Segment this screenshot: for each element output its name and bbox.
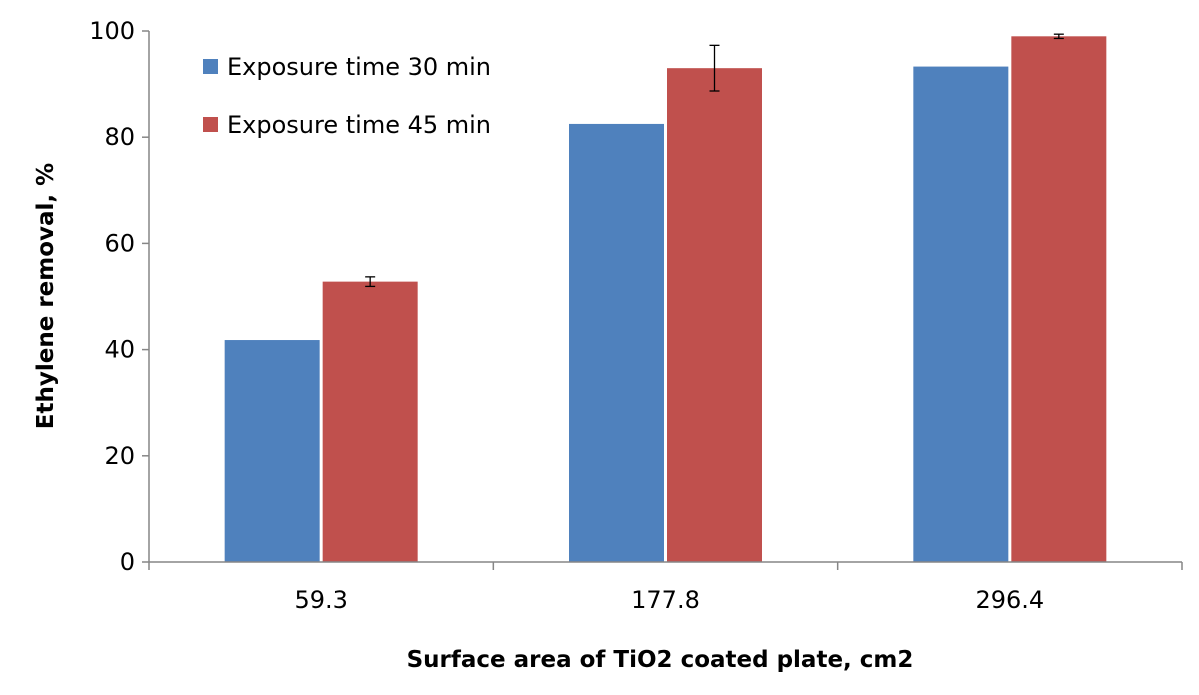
y-tick-label: 40 <box>104 336 135 364</box>
x-tick-label: 177.8 <box>631 586 700 614</box>
y-axis-title: Ethylene removal, % <box>33 163 59 429</box>
y-tick-label: 20 <box>104 442 135 470</box>
x-tick-label: 59.3 <box>294 586 347 614</box>
legend-swatch <box>203 59 218 74</box>
y-tick-label: 60 <box>104 229 135 257</box>
x-axis-title: Surface area of TiO2 coated plate, cm2 <box>407 647 914 673</box>
legend-label: Exposure time 45 min <box>227 111 491 139</box>
bars-layer <box>224 36 1107 563</box>
y-ticks: 0 20 40 60 80 100 <box>89 17 149 576</box>
y-tick-label: 0 <box>120 548 135 576</box>
bar-series2 <box>1011 36 1107 563</box>
axes-layer <box>148 31 1182 563</box>
y-tick-label: 100 <box>89 17 135 45</box>
bar-series2 <box>322 281 418 562</box>
bar-series1 <box>913 66 1009 563</box>
legend-swatch <box>203 117 218 132</box>
bar-series1 <box>569 123 664 563</box>
errorbars-layer <box>365 33 1064 288</box>
y-tick-label: 80 <box>104 123 135 151</box>
x-tick-label: 296.4 <box>975 586 1044 614</box>
bar-series2 <box>667 68 762 563</box>
bar-series1 <box>224 340 320 562</box>
legend-label: Exposure time 30 min <box>227 53 491 81</box>
x-ticks: 59.3 177.8 296.4 <box>148 562 1183 614</box>
legend: Exposure time 30 min Exposure time 45 min <box>203 53 491 139</box>
